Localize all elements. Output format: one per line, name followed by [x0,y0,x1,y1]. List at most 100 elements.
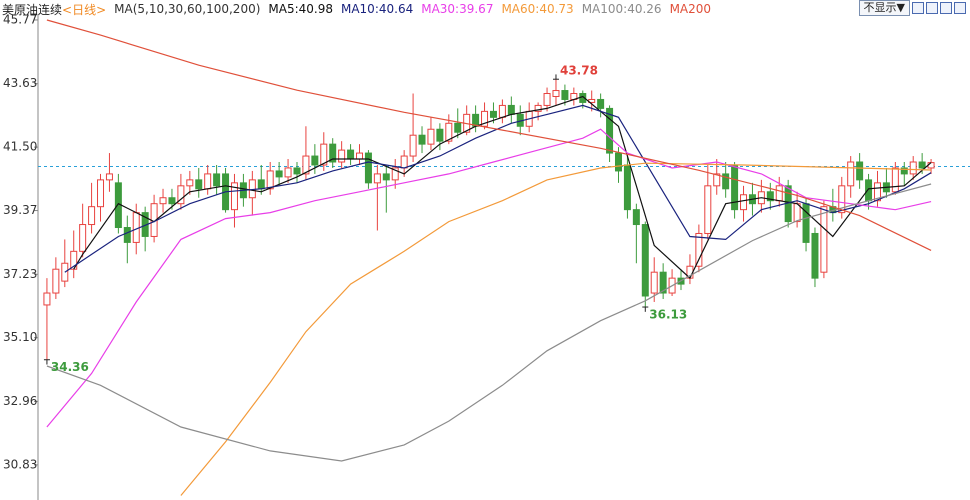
candle [168,188,176,210]
candle [882,167,890,198]
candle [740,185,748,222]
candle-body [43,292,51,306]
candle [43,278,51,360]
candle [70,230,78,279]
candle [507,96,515,124]
chart-title: 美原油连续 [2,2,63,17]
candle [766,182,774,210]
candle [659,263,667,299]
candle [847,156,855,198]
candle-body [230,182,238,211]
candle-body [213,173,221,187]
candle [222,167,230,213]
candle [543,87,551,112]
candle [186,170,194,195]
candle [436,123,444,151]
tool-icon[interactable] [954,2,966,14]
candle [927,159,935,174]
candle [570,87,578,106]
candle [159,188,167,213]
candle [472,105,480,133]
candle [88,182,96,234]
candle [802,197,810,252]
y-tick-label: 32.96 [3,394,37,408]
candle-body [543,93,551,106]
candle-body [204,173,212,190]
annotation-label: 43.78 [560,64,598,78]
candle-body [356,152,364,160]
candle-body [614,152,622,172]
candle [606,105,614,163]
candle [856,153,864,189]
candle [204,164,212,195]
candle [150,194,158,243]
candle-body [427,128,435,145]
legend-entry: MA100:40.26 [581,2,662,16]
annotation-label: 36.13 [649,308,687,322]
candle-body [918,161,926,169]
candle [105,153,113,192]
candle-body [722,173,730,190]
candle [418,126,426,154]
candle-body [364,152,372,184]
candle [900,162,908,186]
candle [650,257,658,302]
tool-icon[interactable] [926,2,938,14]
legend-entry: MA30:39.67 [421,2,494,16]
ma-settings[interactable]: MA(5,10,30,60,100,200) [114,2,261,16]
candle-body [275,170,283,178]
candle-body [177,185,185,205]
candle-body [391,167,399,181]
legend-entry: MA10:40.64 [340,2,414,16]
candle-body [838,185,846,214]
candle-body [186,179,194,187]
candle-body [454,122,462,133]
candle-body [534,104,542,112]
candle [811,227,819,288]
candle-body [79,224,87,252]
tool-icon[interactable] [912,2,924,14]
candle [373,164,381,231]
candle [302,126,310,180]
y-tick-label: 30.83 [3,457,37,471]
display-toggle[interactable]: 不显示▼ [858,0,910,16]
candle [838,176,846,219]
candle-body [650,271,658,294]
candle-body [766,191,774,202]
candle [177,173,185,210]
candle-body [320,143,328,166]
candle-body [302,155,310,175]
candle [481,102,489,130]
ma-line [64,104,932,273]
tool-icon[interactable] [940,2,952,14]
candle [284,159,292,183]
ma-line [46,19,932,251]
candle-body [489,110,497,118]
candle-body [561,90,569,100]
candle-body [418,134,426,145]
candle [52,257,60,299]
candle [409,93,417,163]
candle-body [856,161,864,181]
candle-body [775,185,783,202]
candle-body [52,268,60,294]
candle-body [641,224,649,297]
ma-line [73,95,932,280]
candle-body [695,232,703,267]
toolbar: 不显示▼ [858,0,966,16]
candle [141,206,149,252]
candle-body [382,173,390,181]
candle-body [552,90,560,97]
candle-body [909,161,917,175]
candle [248,170,256,216]
candle-body [88,206,96,226]
candle [320,132,328,171]
candle-body [632,209,640,226]
candle [614,147,622,183]
ma-line [46,128,932,428]
candle-body [704,185,712,234]
candle-body [811,232,819,279]
chart-subtitle[interactable]: <日线> [62,2,107,17]
y-tick-label: 35.10 [3,330,37,344]
